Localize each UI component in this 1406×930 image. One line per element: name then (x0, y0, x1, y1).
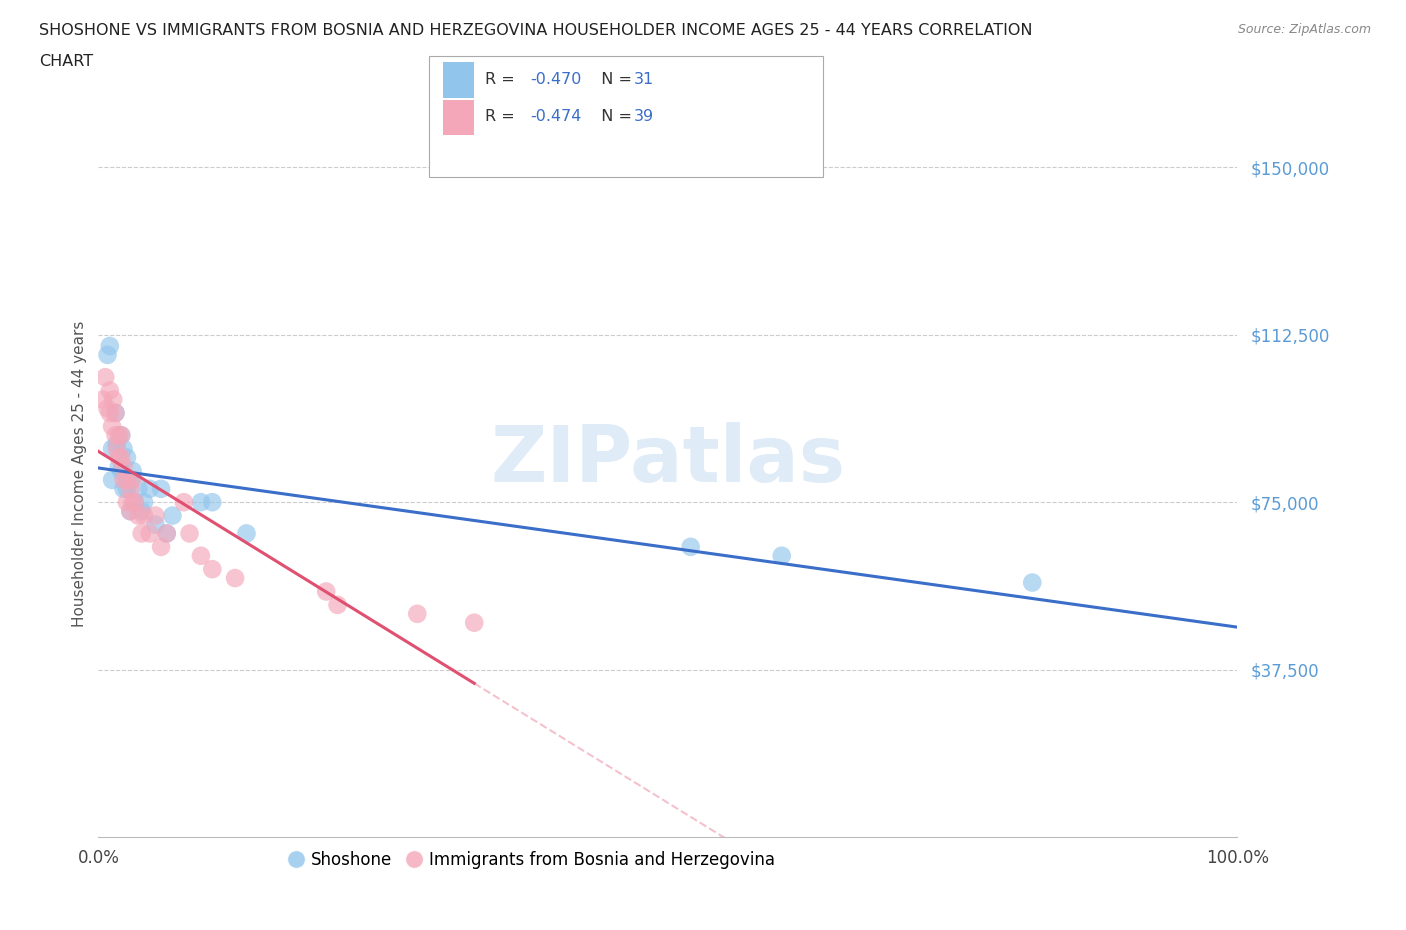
Point (98, 339, 121, 353)
Point (115, 482, 138, 497)
Text: R =: R = (485, 109, 520, 124)
Point (112, 482, 135, 497)
Point (110, 450, 132, 465)
Point (190, 549, 212, 564)
Point (224, 571, 246, 586)
Text: -0.474: -0.474 (530, 109, 582, 124)
Point (115, 450, 138, 465)
Point (235, 526, 257, 541)
Point (156, 526, 179, 541)
Text: SHOSHONE VS IMMIGRANTS FROM BOSNIA AND HERZEGOVINA HOUSEHOLDER INCOME AGES 25 - : SHOSHONE VS IMMIGRANTS FROM BOSNIA AND H… (39, 23, 1033, 38)
Point (101, 441, 124, 456)
Text: R =: R = (485, 72, 520, 86)
Point (121, 463, 143, 478)
Text: -0.470: -0.470 (530, 72, 582, 86)
Point (179, 526, 201, 541)
Point (127, 508, 149, 523)
Point (201, 562, 224, 577)
Point (104, 405, 127, 420)
Point (94, 370, 117, 385)
Point (120, 472, 142, 487)
Point (463, 616, 485, 631)
Text: 39: 39 (634, 109, 654, 124)
Text: ZIPatlas: ZIPatlas (491, 422, 845, 498)
Point (98, 405, 121, 420)
Legend: Shoshone, Immigrants from Bosnia and Herzegovina: Shoshone, Immigrants from Bosnia and Her… (281, 844, 782, 876)
Point (101, 472, 124, 487)
Text: Source: ZipAtlas.com: Source: ZipAtlas.com (1237, 23, 1371, 36)
Point (108, 459, 131, 474)
Point (104, 405, 127, 420)
Point (112, 459, 135, 474)
Y-axis label: Householder Income Ages 25 - 44 years: Householder Income Ages 25 - 44 years (72, 321, 87, 628)
Point (103, 392, 125, 407)
Point (101, 418, 124, 433)
Point (110, 463, 132, 478)
Point (156, 526, 179, 541)
Point (121, 472, 143, 487)
Point (679, 539, 702, 554)
Point (326, 597, 349, 612)
Point (120, 482, 142, 497)
Point (112, 441, 135, 456)
Point (201, 495, 224, 510)
Point (120, 504, 142, 519)
Point (406, 606, 429, 621)
Point (104, 428, 127, 443)
Point (124, 495, 146, 510)
Point (98, 383, 121, 398)
Point (145, 508, 167, 523)
Point (121, 495, 143, 510)
Text: CHART: CHART (39, 54, 93, 69)
Point (131, 504, 153, 519)
Point (108, 450, 131, 465)
Point (138, 526, 160, 541)
Point (150, 539, 173, 554)
Point (132, 508, 155, 523)
Point (173, 495, 195, 510)
Point (91, 392, 114, 407)
Point (108, 428, 131, 443)
Point (162, 508, 184, 523)
Point (112, 472, 135, 487)
Point (770, 549, 793, 564)
Point (124, 495, 146, 510)
Point (96, 348, 118, 363)
Text: 31: 31 (634, 72, 654, 86)
Point (132, 495, 155, 510)
Point (120, 504, 142, 519)
Point (115, 495, 138, 510)
Point (105, 441, 128, 456)
Point (150, 482, 173, 497)
Point (110, 428, 132, 443)
Point (145, 517, 167, 532)
Text: N =: N = (591, 72, 637, 86)
Point (315, 584, 337, 599)
Text: N =: N = (591, 109, 637, 124)
Point (190, 495, 212, 510)
Point (115, 472, 138, 487)
Point (96, 401, 118, 416)
Point (131, 526, 153, 541)
Point (138, 482, 160, 497)
Point (1021, 575, 1043, 590)
Point (110, 428, 132, 443)
Point (127, 482, 149, 497)
Point (105, 437, 128, 452)
